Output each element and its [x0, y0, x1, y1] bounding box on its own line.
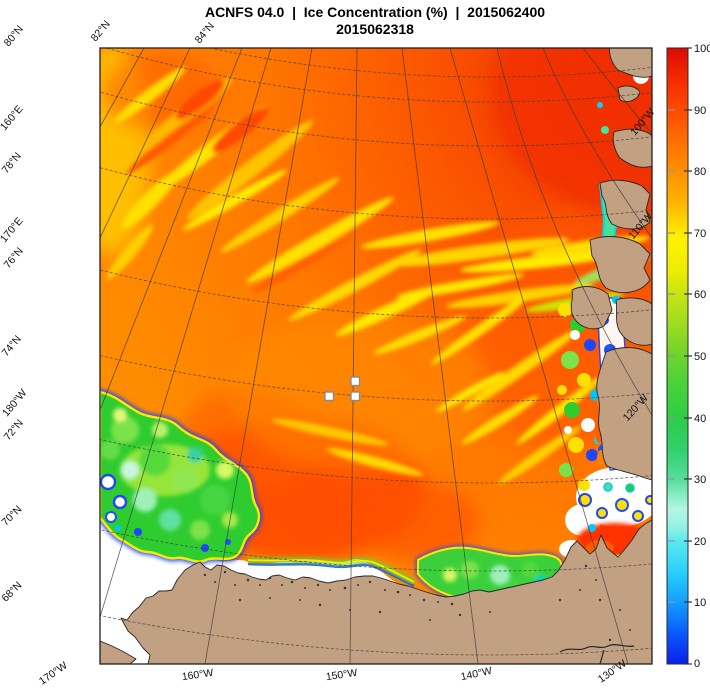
- lon-label: 180°W: [0, 387, 30, 419]
- colorbar-tick: 30: [694, 474, 706, 486]
- lat-label: 72°N: [2, 417, 26, 443]
- colorbar-tick: 70: [694, 228, 706, 240]
- lon-label: 150°W: [325, 667, 358, 683]
- lat-label: 78°N: [0, 150, 24, 176]
- land-alaska-mainland: [120, 519, 652, 664]
- land-island-1: [609, 48, 652, 78]
- mackenzie-river: [559, 643, 635, 664]
- lon-label: 160°W: [181, 667, 214, 683]
- colorbar-tick: 10: [694, 597, 706, 609]
- figure-title: ACNFS 04.0 | Ice Concentration (%) | 201…: [204, 4, 546, 20]
- lat-label: 84°N: [193, 20, 217, 46]
- ice-edge-rim-center: [247, 557, 416, 588]
- station-markers: [324, 376, 361, 402]
- colorbar-tick: 40: [694, 413, 706, 425]
- lat-label: 80°N: [2, 23, 26, 49]
- land-banks-island: [596, 347, 652, 481]
- lat-label: 70°N: [0, 503, 24, 528]
- lon-label: 140°W: [460, 665, 494, 683]
- land-island-7: [615, 297, 652, 346]
- colorbar-tick-labels: 100 90 80 70 60 50 40 30 20 10 0: [694, 43, 710, 670]
- lat-label: 82°N: [89, 18, 113, 44]
- land-chukotka-tip: [100, 640, 137, 664]
- marker-square: [324, 391, 335, 402]
- graticule-layer: [100, 48, 652, 664]
- lon-label: 170°W: [37, 660, 70, 688]
- lakes: [203, 564, 631, 642]
- lat-label: 68°N: [0, 579, 24, 604]
- marginal-ice-zone-sw: [100, 388, 262, 565]
- lon-label: 170°E: [0, 215, 26, 245]
- lon-label: 160°E: [0, 103, 26, 133]
- figure-subtitle-date: 2015062318: [336, 21, 414, 37]
- lat-label: 74°N: [0, 333, 24, 359]
- colorbar-tick: 80: [694, 166, 706, 178]
- marker-square: [350, 391, 361, 402]
- marker-square: [350, 376, 361, 387]
- colorbar: 100 90 80 70 60 50 40 30 20 10 0: [666, 43, 710, 670]
- land-layer: [100, 48, 652, 664]
- land-island-6: [570, 286, 613, 330]
- colorbar-tick: 20: [694, 536, 706, 548]
- colorbar-tick: 100: [694, 43, 710, 55]
- land-island-3: [612, 128, 652, 168]
- lat-label: 76°N: [2, 245, 26, 271]
- land-island-5: [589, 236, 651, 294]
- map-frame: [99, 47, 653, 665]
- colorbar-tick: 60: [694, 289, 706, 301]
- colorbar-tick: 50: [694, 351, 706, 363]
- colorbar-tick: 0: [694, 658, 700, 670]
- colorbar-tick: 90: [694, 105, 706, 117]
